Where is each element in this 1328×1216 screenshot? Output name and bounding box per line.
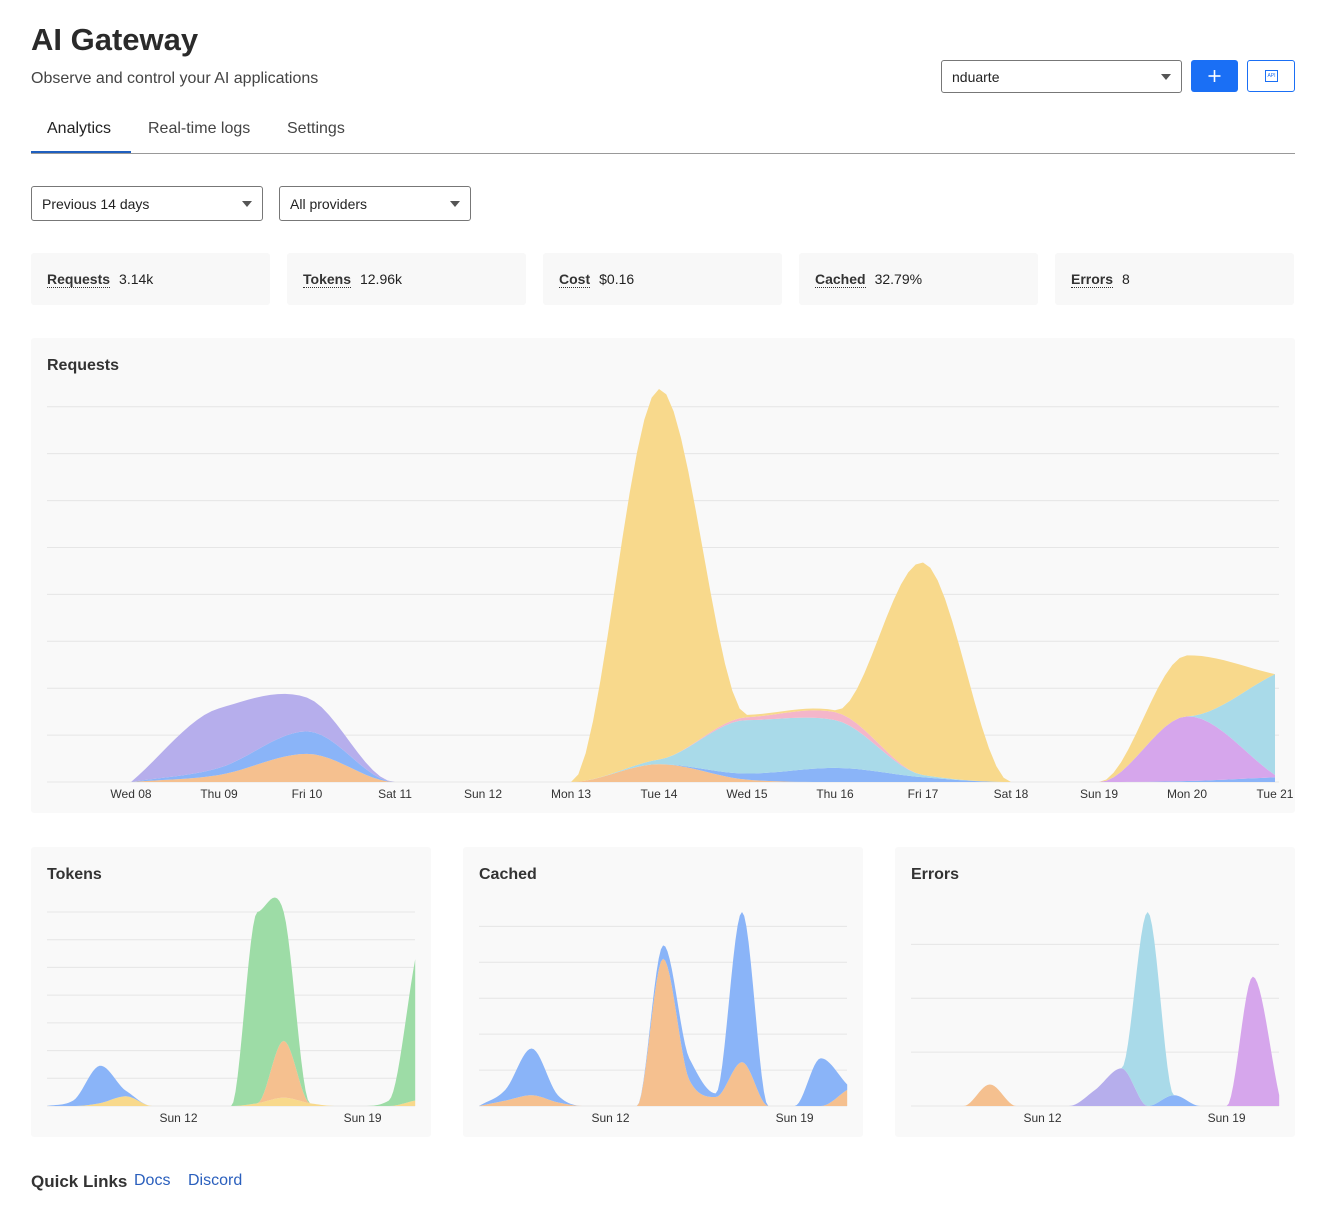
chart-title: Errors — [911, 866, 960, 883]
x-tick-label: Tue 14 — [641, 787, 678, 801]
chart-panel: Sun 12 Sun 19 Cached — [463, 847, 863, 1137]
api-icon: API — [1265, 70, 1278, 82]
date-range-select[interactable]: Previous 14 days — [31, 186, 263, 221]
chart: Sun 12 Sun 19 — [911, 912, 1280, 1125]
area — [47, 1096, 416, 1106]
account-select[interactable]: nduarte — [941, 60, 1182, 93]
active-tab-indicator — [31, 151, 131, 153]
area — [911, 912, 1280, 1106]
chart-panel: Sun 12 Sun 19 Tokens — [31, 847, 431, 1137]
chart: Wed 08 Thu 09 Fri 10 Sat 11 Sun 12 Mon 13 Tue … — [47, 388, 1294, 801]
area — [131, 674, 1275, 782]
select-value: All providers — [290, 195, 368, 212]
metric-card: Cached 32.79% — [799, 253, 1038, 305]
area — [131, 388, 1275, 782]
chart: Sun 12 Sun 19 — [47, 897, 416, 1125]
page-subtitle: Observe and control your AI applications — [31, 70, 319, 87]
metric-label: Cached — [815, 270, 866, 288]
chart: Sun 12 Sun 19 — [479, 912, 848, 1125]
x-tick-label: Sun 12 — [591, 1111, 629, 1125]
chart-panel: Wed 08 Thu 09 Fri 10 Sat 11 Sun 12 Mon 13 Tue … — [31, 338, 1295, 813]
plus-icon — [1208, 70, 1221, 82]
x-tick-label: Sun 19 — [1080, 787, 1118, 801]
select-value: Previous 14 days — [42, 195, 150, 212]
page-title: AI Gateway — [31, 22, 199, 57]
area — [911, 1084, 1280, 1106]
add-button[interactable] — [1191, 60, 1238, 92]
caret — [242, 200, 252, 207]
area — [131, 693, 1275, 782]
link[interactable]: Discord — [188, 1172, 243, 1189]
metric-card: Errors 8 — [1055, 253, 1294, 305]
caret — [1161, 73, 1171, 80]
area — [911, 1068, 1280, 1106]
area — [131, 693, 1275, 782]
area — [47, 1065, 416, 1106]
metric-value: 3.14k — [119, 271, 154, 287]
metric-value: 8 — [1122, 271, 1130, 287]
chart-title: Cached — [479, 866, 537, 883]
metric-value: 32.79% — [874, 271, 923, 287]
provider-select[interactable]: All providers — [279, 186, 471, 221]
x-tick-label: Thu 16 — [816, 787, 854, 801]
api-button[interactable]: API — [1247, 60, 1295, 92]
x-tick-label: Mon 13 — [551, 787, 591, 801]
metric-label: Tokens — [303, 270, 351, 288]
metric-value: 12.96k — [359, 271, 403, 287]
x-tick-label: Sun 19 — [1208, 1111, 1246, 1125]
link[interactable]: Docs — [134, 1172, 171, 1189]
tab[interactable]: Settings — [287, 120, 345, 137]
metric-card: Cost $0.16 — [543, 253, 782, 305]
x-tick-label: Thu 09 — [200, 787, 238, 801]
tab-border — [31, 153, 1295, 154]
x-tick-label: Sun 12 — [464, 787, 502, 801]
account-name: nduarte — [952, 68, 1000, 85]
metric-card: Tokens 12.96k — [287, 253, 526, 305]
area — [911, 1084, 1280, 1106]
area — [479, 912, 848, 1106]
metric-card: Requests 3.14k — [31, 253, 270, 305]
x-tick-label: Sun 19 — [344, 1111, 382, 1125]
tab[interactable]: Real-time logs — [148, 120, 251, 137]
metric-label: Cost — [559, 270, 591, 288]
x-tick-label: Wed 15 — [726, 787, 767, 801]
metric-label: Requests — [47, 270, 111, 288]
area — [479, 958, 848, 1106]
x-tick-label: Mon 20 — [1167, 787, 1207, 801]
chart-title: Tokens — [47, 866, 102, 883]
area — [131, 753, 1275, 782]
metric-label: Errors — [1071, 270, 1114, 288]
caret — [450, 200, 460, 207]
x-tick-label: Fri 10 — [292, 787, 323, 801]
x-tick-label: Sun 19 — [776, 1111, 814, 1125]
x-tick-label: Sun 12 — [159, 1111, 197, 1125]
x-tick-label: Sun 12 — [1023, 1111, 1061, 1125]
area — [911, 912, 1280, 1106]
x-tick-label: Sat 11 — [378, 787, 412, 801]
chart-panel: Sun 12 Sun 19 Errors — [895, 847, 1295, 1137]
quick-links-title: Quick Links — [31, 1172, 128, 1191]
metric-value: $0.16 — [599, 271, 635, 287]
x-tick-label: Sat 18 — [994, 787, 1029, 801]
x-tick-label: Wed 08 — [110, 787, 151, 801]
x-tick-label: Tue 21 — [1257, 787, 1294, 801]
x-tick-label: Fri 17 — [908, 787, 939, 801]
chart-title: Requests — [47, 357, 120, 374]
tab[interactable]: Analytics — [47, 120, 112, 137]
